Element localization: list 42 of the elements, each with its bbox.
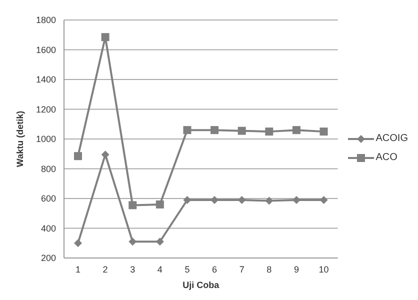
point xyxy=(320,128,328,136)
legend-label: ACO xyxy=(376,152,398,163)
y-tick-label: 800 xyxy=(40,164,56,174)
x-tick-label: 5 xyxy=(184,264,190,274)
point xyxy=(101,150,110,159)
y-tick-label: 1600 xyxy=(36,44,56,55)
point xyxy=(265,196,274,205)
x-tick-label: 10 xyxy=(318,264,329,274)
point xyxy=(128,238,137,246)
y-tick-label: 600 xyxy=(40,194,56,204)
point xyxy=(156,200,164,208)
x-axis-title: Uji Coba xyxy=(182,280,220,290)
x-tick-label: 4 xyxy=(157,264,162,274)
x-tick-label: 6 xyxy=(212,264,218,274)
point xyxy=(156,238,164,246)
point xyxy=(320,196,328,204)
point xyxy=(292,126,300,134)
y-tick-label: 1400 xyxy=(36,74,56,85)
point xyxy=(183,126,192,134)
point xyxy=(183,196,192,204)
point xyxy=(74,152,82,160)
point xyxy=(238,196,246,204)
x-tick-label: 1 xyxy=(75,264,81,274)
point xyxy=(74,239,82,248)
point xyxy=(265,128,274,136)
x-tick-label: 8 xyxy=(266,264,272,274)
point xyxy=(238,126,246,135)
x-tick-label: 7 xyxy=(239,264,244,274)
y-tick-label: 1200 xyxy=(36,104,56,114)
y-axis-title: Waktu (detik) xyxy=(15,110,26,168)
point xyxy=(128,201,137,210)
x-tick-label: 9 xyxy=(294,264,299,274)
point xyxy=(292,196,300,204)
y-tick-label: 1800 xyxy=(36,15,56,26)
y-tick-label: 200 xyxy=(40,253,56,264)
point xyxy=(210,126,219,134)
y-tick-label: 400 xyxy=(40,223,56,234)
y-tick-label: 1000 xyxy=(36,134,56,144)
point xyxy=(101,33,110,42)
x-tick-label: 3 xyxy=(130,264,136,274)
legend-label: ACOIG xyxy=(376,133,408,144)
x-tick-label: 2 xyxy=(102,264,108,274)
